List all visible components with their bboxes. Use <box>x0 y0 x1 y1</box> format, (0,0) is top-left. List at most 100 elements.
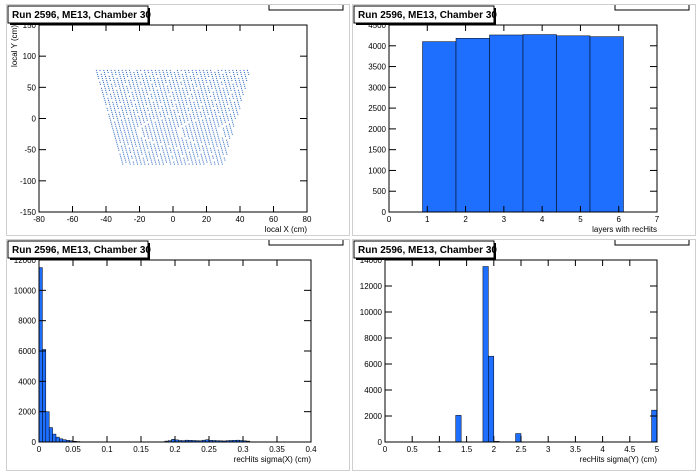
scatter-point <box>192 85 194 87</box>
scatter-point <box>207 125 209 127</box>
y-tick-label: 2000 <box>364 412 382 421</box>
scatter-point <box>97 75 99 77</box>
y-tick-label: 14000 <box>360 256 383 265</box>
scatter-point <box>182 153 184 155</box>
scatter-point <box>232 69 234 71</box>
scatter-point <box>201 105 203 107</box>
scatter-point <box>210 111 212 113</box>
x-tick-label: 0.5 <box>407 445 419 454</box>
scatter-point <box>204 101 206 103</box>
scatter-point <box>215 89 217 91</box>
scatter-point <box>123 153 125 155</box>
scatter-point <box>135 117 137 119</box>
scatter-point <box>117 133 119 135</box>
scatter-point <box>172 157 174 159</box>
scatter-point <box>184 135 186 137</box>
scatter-point <box>190 131 192 133</box>
scatter-point <box>165 159 167 161</box>
x-axis-label: layers with recHits <box>592 225 657 234</box>
scatter-point <box>215 113 217 115</box>
scatter-point <box>173 83 175 85</box>
scatter-point <box>153 157 155 159</box>
scatter-point <box>190 143 192 145</box>
x-tick-label: 0.1 <box>101 445 113 454</box>
scatter-point <box>224 105 225 107</box>
scatter-point <box>205 77 207 79</box>
scatter-point <box>134 141 136 143</box>
scatter-point <box>114 83 116 85</box>
scatter-point <box>223 157 225 159</box>
scatter-point <box>231 93 233 95</box>
scatter-point <box>185 139 187 141</box>
scatter-point <box>126 99 128 101</box>
scatter-point <box>213 145 215 147</box>
scatter-point <box>215 75 217 77</box>
scatter-point <box>229 71 231 73</box>
scatter-point <box>202 145 203 147</box>
scatter-point <box>133 125 135 127</box>
scatter-point <box>165 105 166 107</box>
scatter-point <box>230 115 232 117</box>
scatter-point <box>185 125 187 127</box>
scatter-point <box>230 103 232 105</box>
scatter-point <box>172 119 174 121</box>
scatter-point <box>169 161 171 163</box>
scatter-point <box>146 103 147 105</box>
scatter-point <box>143 107 145 109</box>
scatter-point <box>150 107 152 109</box>
x-tick-label: 0.3 <box>237 445 249 454</box>
scatter-point <box>112 89 114 91</box>
scatter-point <box>143 81 145 83</box>
scatter-point <box>165 145 167 147</box>
y-tick-label: 10000 <box>14 286 37 295</box>
scatter-point <box>161 79 163 81</box>
scatter-point <box>160 155 162 157</box>
scatter-point <box>194 91 196 93</box>
scatter-point <box>218 137 220 139</box>
scatter-point <box>164 131 166 133</box>
y-tick-label: -50 <box>24 146 36 155</box>
scatter-point <box>183 143 184 145</box>
scatter-point <box>118 71 120 73</box>
scatter-point <box>221 97 223 99</box>
scatter-point <box>186 77 188 79</box>
scatter-point <box>108 87 110 89</box>
scatter-point <box>203 163 205 165</box>
scatter-point <box>214 71 216 73</box>
scatter-point <box>140 137 142 139</box>
scatter-point <box>196 73 198 75</box>
scatter-point <box>174 151 176 153</box>
y-tick-label: 500 <box>373 187 387 196</box>
scatter-point <box>102 93 104 95</box>
scatter-point <box>243 81 244 83</box>
scatter-point <box>235 105 236 107</box>
scatter-point <box>220 119 222 121</box>
scatter-point <box>153 115 155 117</box>
scatter-point <box>141 99 143 101</box>
scatter-point <box>155 149 157 151</box>
scatter-point <box>189 87 191 89</box>
scatter-point <box>154 95 156 97</box>
scatter-point <box>171 101 173 103</box>
scatter-point <box>173 149 175 151</box>
scatter-point <box>144 97 146 99</box>
scatter-point <box>136 133 137 135</box>
scatter-point <box>212 131 214 133</box>
scatter-point <box>129 95 130 97</box>
scatter-point <box>199 97 201 99</box>
scatter-point <box>235 79 237 81</box>
scatter-point <box>180 93 182 95</box>
title-box <box>353 240 495 259</box>
scatter-point <box>221 161 223 163</box>
scatter-point <box>203 123 205 125</box>
scatter-point <box>160 87 161 89</box>
scatter-point <box>165 79 167 81</box>
scatter-point <box>210 69 212 71</box>
x-tick-label: 40 <box>236 215 245 224</box>
scatter-point <box>127 75 129 77</box>
scatter-point <box>191 109 193 111</box>
scatter-point <box>112 101 114 103</box>
scatter-point <box>206 161 208 163</box>
scatter-point <box>170 71 172 73</box>
scatter-point <box>117 107 119 109</box>
